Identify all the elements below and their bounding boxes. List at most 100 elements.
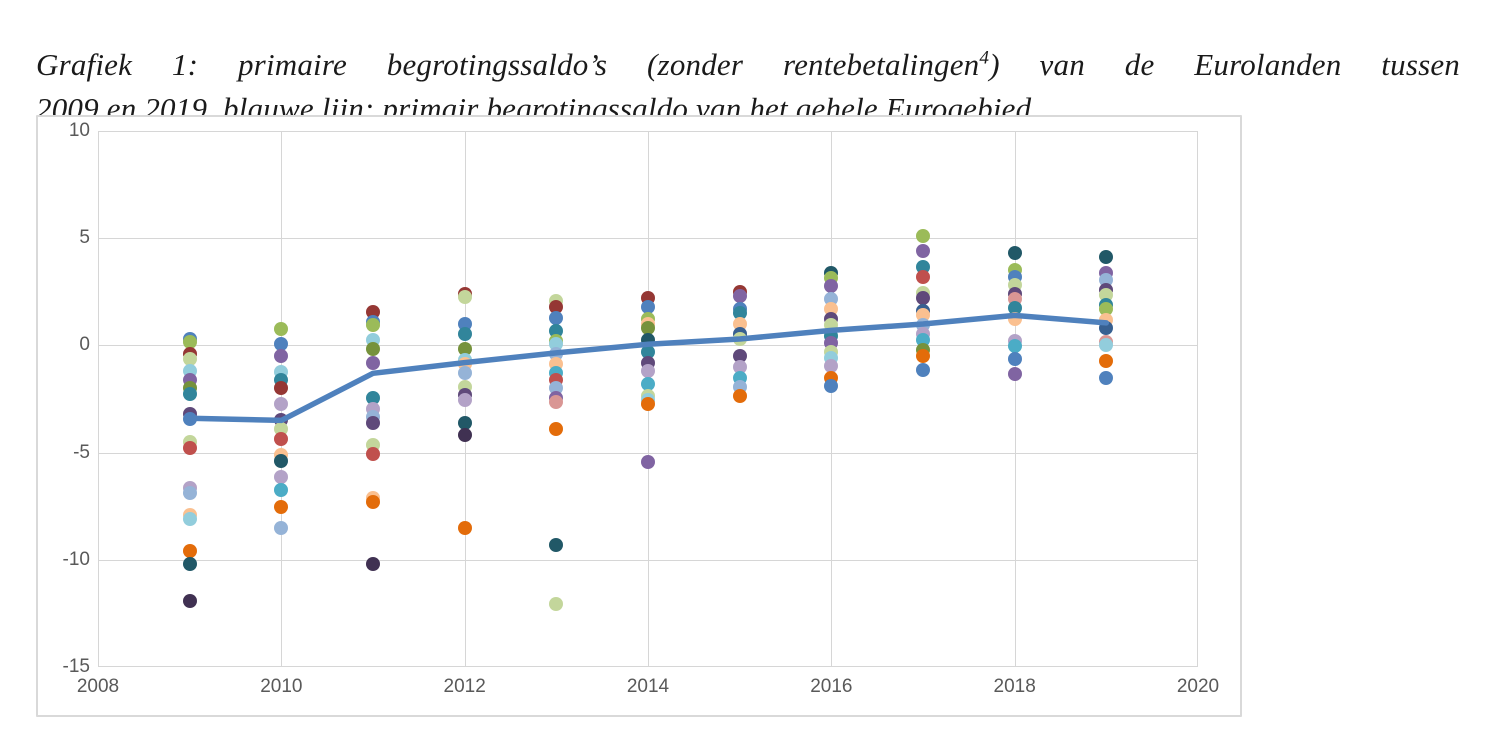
data-point-2010 (274, 349, 289, 364)
data-point-2011 (366, 446, 380, 461)
data-point-2014 (641, 455, 655, 470)
data-point-2016 (824, 358, 839, 373)
data-point-2012 (457, 326, 472, 341)
data-point-2009 (182, 335, 197, 350)
data-point-2010 (274, 397, 289, 412)
data-point-2011 (366, 557, 380, 572)
x-tick-label-2010: 2010 (260, 676, 303, 697)
y-tick-label-0: 0 (79, 334, 90, 356)
data-point-2017 (916, 349, 930, 364)
data-point-2011 (366, 355, 380, 370)
data-point-2012 (457, 428, 472, 443)
data-point-2009 (182, 512, 197, 527)
footnote-marker: 4 (979, 47, 990, 69)
data-point-2016 (824, 379, 839, 394)
data-point-2018 (1007, 352, 1022, 367)
y-tick-label--10: -10 (62, 548, 90, 570)
data-point-2019 (1099, 354, 1114, 369)
data-point-2010 (274, 431, 289, 446)
data-point-2009 (182, 544, 197, 559)
gridline-v-2016 (831, 131, 833, 667)
data-point-2012 (457, 366, 472, 381)
data-point-2009 (182, 486, 197, 501)
y-tick-label--15: -15 (62, 656, 90, 677)
plot-area (98, 131, 1198, 667)
x-tick-label-2020: 2020 (1176, 676, 1220, 697)
gridline-v-2008 (98, 131, 99, 667)
gridline-v-2020 (1197, 131, 1198, 667)
data-point-2013 (549, 537, 564, 552)
data-point-2010 (274, 337, 289, 352)
data-point-2010 (274, 483, 289, 498)
data-point-2014 (641, 364, 655, 379)
data-point-2014 (641, 321, 655, 336)
gridline-v-2018 (1014, 131, 1016, 667)
data-point-2012 (457, 415, 472, 430)
data-point-2017 (916, 291, 930, 306)
chart-caption: Grafiek 1: primaire begrotingssaldo’s (z… (36, 43, 1460, 131)
data-point-2010 (274, 322, 289, 337)
data-point-2013 (549, 310, 564, 325)
y-tick-label-5: 5 (79, 227, 90, 249)
data-point-2012 (457, 393, 472, 408)
caption-text-prefix: Grafiek 1: primaire begrotingssaldo’s (z… (36, 47, 980, 82)
data-point-2009 (182, 441, 197, 456)
data-point-2009 (182, 386, 197, 401)
x-tick-label-2016: 2016 (810, 676, 853, 697)
data-point-2010 (274, 470, 289, 485)
caption-text-suffix: ) van de Eurolanden tussen (989, 47, 1461, 82)
data-point-2011 (366, 318, 380, 333)
data-point-2013 (549, 299, 564, 314)
data-point-2015 (732, 359, 747, 374)
data-point-2017 (916, 229, 930, 244)
y-tick-label--5: -5 (73, 441, 90, 463)
eurozone-line-path (186, 312, 1110, 424)
data-point-2010 (274, 381, 289, 396)
data-point-2015 (732, 388, 747, 403)
data-point-2019 (1099, 338, 1114, 353)
x-tick-label-2014: 2014 (626, 676, 670, 697)
chart-caption-line1: Grafiek 1: primaire begrotingssaldo’s (z… (36, 43, 1460, 87)
data-point-2018 (1007, 246, 1022, 261)
data-point-2014 (641, 376, 655, 391)
data-point-2014 (641, 397, 655, 412)
data-point-2015 (732, 349, 747, 364)
data-point-2014 (641, 299, 655, 314)
data-point-2018 (1007, 367, 1022, 382)
data-point-2011 (366, 341, 380, 356)
data-point-2011 (366, 415, 380, 430)
data-point-2015 (732, 289, 747, 304)
data-point-2018 (1007, 300, 1022, 315)
data-point-2010 (274, 500, 289, 515)
data-point-2014 (641, 344, 655, 359)
data-point-2010 (274, 520, 289, 535)
data-point-2009 (182, 557, 197, 572)
data-point-2015 (732, 306, 747, 321)
data-point-2019 (1099, 301, 1114, 316)
data-point-2017 (916, 363, 930, 378)
y-tick-label-10: 10 (68, 120, 90, 141)
x-tick-label-2008: 2008 (76, 676, 120, 697)
x-tick-label-2012: 2012 (443, 676, 486, 697)
data-point-2017 (916, 269, 930, 284)
data-point-2011 (366, 494, 380, 509)
data-point-2017 (916, 244, 930, 259)
data-point-2012 (457, 341, 472, 356)
data-point-2019 (1099, 370, 1114, 385)
data-point-2013 (549, 422, 564, 437)
data-point-2013 (549, 395, 564, 410)
data-point-2011 (366, 390, 380, 405)
data-point-2016 (824, 279, 839, 294)
chart: 10 5 0 -5 -10 -15 2008 2010 2012 2014 2016 2018 202… (36, 115, 1242, 717)
x-tick-label-2018: 2018 (993, 676, 1036, 697)
data-point-2018 (1007, 339, 1022, 354)
data-point-2009 (182, 593, 197, 608)
data-point-2012 (457, 290, 472, 305)
data-point-2010 (274, 454, 289, 469)
eurozone-line (186, 312, 1110, 424)
data-point-2009 (182, 352, 197, 367)
data-point-2013 (549, 596, 564, 611)
data-point-2019 (1099, 250, 1114, 265)
data-point-2012 (457, 520, 472, 535)
